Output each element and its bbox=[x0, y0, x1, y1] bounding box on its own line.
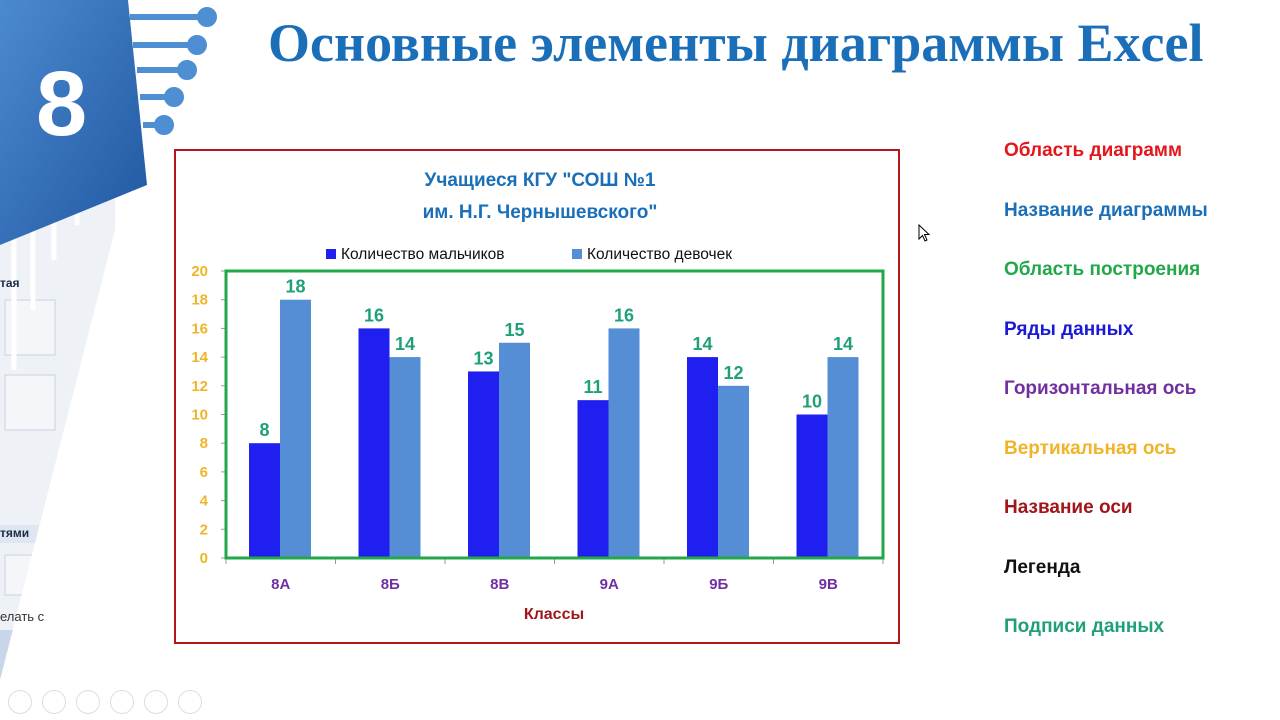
data-label: 16 bbox=[614, 305, 634, 325]
mouse-cursor-icon bbox=[918, 224, 931, 242]
chart-element-label: Название оси bbox=[1004, 497, 1133, 518]
bar-boys bbox=[249, 443, 280, 558]
data-label: 11 bbox=[583, 377, 602, 397]
x-axis-title: Классы bbox=[524, 606, 584, 623]
y-tick-label: 20 bbox=[191, 263, 208, 280]
data-label: 14 bbox=[395, 334, 415, 354]
bar-boys bbox=[468, 371, 499, 558]
data-label: 14 bbox=[692, 334, 712, 354]
x-tick-label: 8А bbox=[271, 576, 290, 593]
bar-boys bbox=[796, 414, 828, 558]
legend-entry: Количество девочек bbox=[587, 246, 732, 263]
data-label: 16 bbox=[364, 305, 384, 325]
play-icon[interactable] bbox=[42, 690, 66, 714]
y-tick-label: 0 bbox=[200, 550, 208, 567]
chart-canvas: Учащиеся КГУ "СОШ №1 им. Н.Г. Чернышевско… bbox=[191, 170, 885, 623]
bar-girls bbox=[280, 299, 311, 558]
y-tick-label: 18 bbox=[191, 292, 208, 309]
data-label: 10 bbox=[802, 392, 822, 412]
data-label: 8 bbox=[259, 420, 269, 440]
data-label: 12 bbox=[723, 363, 743, 383]
x-tick-label: 9В bbox=[819, 576, 838, 593]
y-tick-label: 2 bbox=[200, 521, 208, 538]
x-tick-label: 8В bbox=[490, 576, 509, 593]
y-tick-label: 4 bbox=[200, 493, 209, 510]
x-tick-label: 9Б bbox=[709, 576, 728, 593]
x-tick-label: 9А bbox=[600, 576, 619, 593]
chart-element-label: Легенда bbox=[1004, 556, 1081, 578]
data-label: 14 bbox=[833, 334, 853, 354]
data-label: 13 bbox=[473, 348, 493, 368]
chart-element-label: Название диаграммы bbox=[1004, 199, 1208, 221]
chart-element-label: Подписи данных bbox=[1004, 616, 1165, 637]
bar-boys bbox=[687, 357, 718, 558]
chart-area[interactable]: Учащиеся КГУ "СОШ №1 им. Н.Г. Чернышевско… bbox=[174, 149, 900, 644]
bar-boys bbox=[358, 328, 390, 558]
bar-girls bbox=[827, 357, 859, 558]
slides-icon[interactable] bbox=[110, 690, 134, 714]
background-fragment-text: тями bbox=[0, 526, 30, 540]
chart-element-label: Ряды данных bbox=[1004, 318, 1134, 340]
slide-number: 8 bbox=[36, 53, 88, 155]
bar-boys bbox=[577, 400, 609, 558]
legend-swatch bbox=[326, 249, 336, 259]
x-tick-label: 8Б bbox=[381, 576, 400, 593]
bar-girls bbox=[389, 357, 421, 558]
bar-girls bbox=[718, 385, 749, 558]
chart-elements-list: Область диаграмм Название диаграммы Област… bbox=[1004, 140, 1208, 676]
bar-girls bbox=[499, 342, 530, 558]
chart-element-label: Область построения bbox=[1004, 259, 1201, 280]
y-tick-label: 12 bbox=[191, 378, 208, 395]
slide-title: Основные элементы диаграммы Excel bbox=[268, 13, 1204, 73]
y-tick-label: 10 bbox=[191, 407, 208, 424]
data-label: 18 bbox=[285, 277, 305, 297]
data-label: 15 bbox=[504, 320, 524, 340]
chart-title: им. Н.Г. Чернышевского" bbox=[423, 202, 658, 223]
previous-icon[interactable] bbox=[8, 690, 32, 714]
background-fragment-text: тая bbox=[0, 276, 20, 290]
background-fragment-text: елать с bbox=[0, 609, 45, 624]
y-tick-label: 14 bbox=[191, 349, 208, 366]
bar-girls bbox=[608, 328, 640, 558]
chart-element-label: Горизонтальная ось bbox=[1004, 378, 1197, 399]
plot-area bbox=[224, 269, 885, 560]
legend-entry: Количество мальчиков bbox=[341, 246, 504, 263]
more-icon[interactable] bbox=[178, 690, 202, 714]
pen-icon[interactable] bbox=[76, 690, 100, 714]
legend-swatch bbox=[572, 249, 582, 259]
y-tick-label: 16 bbox=[191, 320, 208, 337]
chart-element-label: Вертикальная ось bbox=[1004, 437, 1177, 459]
chart-title: Учащиеся КГУ "СОШ №1 bbox=[425, 170, 656, 191]
y-tick-label: 8 bbox=[200, 435, 208, 452]
chart-element-label: Область диаграмм bbox=[1004, 140, 1183, 161]
y-tick-label: 6 bbox=[200, 464, 208, 481]
slideshow-controls bbox=[8, 690, 202, 714]
slide-decoration bbox=[0, 0, 260, 720]
zoom-icon[interactable] bbox=[144, 690, 168, 714]
